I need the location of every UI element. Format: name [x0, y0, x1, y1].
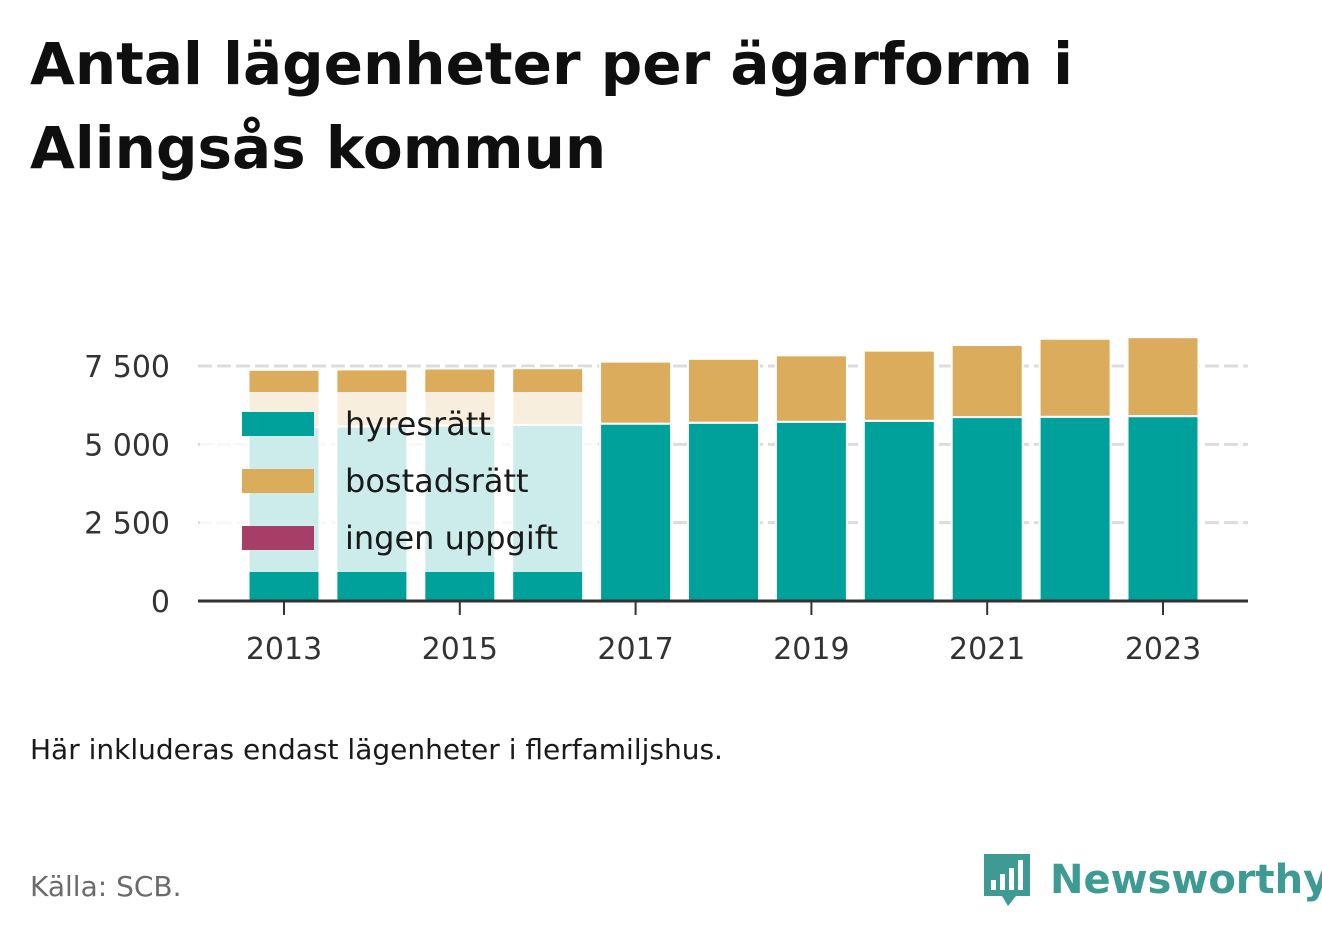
legend-swatch — [242, 469, 314, 493]
y-tick-label: 5 000 — [84, 428, 170, 463]
bar-segment-hyresratt — [687, 421, 760, 603]
bar-segment-bostadsratt — [862, 349, 936, 422]
stacked-bar-chart: 0 2 500 5 000 7 500 2013 2015 2017 2019 2021 202… — [84, 336, 1248, 667]
bar-segment-bostadsratt — [687, 357, 760, 424]
newsworthy-chart-bubble-icon — [984, 854, 1030, 906]
bar-segment-hyresratt — [1038, 415, 1112, 603]
legend-swatch — [242, 526, 314, 550]
bar-segment-bostadsratt — [950, 344, 1024, 419]
y-tick-label: 0 — [151, 585, 170, 620]
x-axis: 2013 2015 2017 2019 2021 2023 — [198, 599, 1248, 667]
legend: hyresrätt bostadsrätt ingen uppgift — [200, 392, 598, 572]
legend-swatch — [242, 412, 314, 436]
bar-segment-bostadsratt — [774, 354, 848, 423]
brand-name: Newsworthy — [1050, 857, 1322, 903]
x-tick-label: 2023 — [1125, 632, 1201, 667]
bar-segment-hyresratt — [950, 416, 1024, 602]
x-tick-label: 2019 — [773, 632, 849, 667]
source-text: Källa: SCB. — [30, 870, 182, 903]
bar-segment-hyresratt — [774, 420, 848, 603]
brand-logo: Newsworthy — [980, 850, 1322, 910]
bar-segment-bostadsratt — [1126, 336, 1200, 418]
bar-segment-bostadsratt — [1038, 337, 1112, 418]
bar-segment-bostadsratt — [599, 360, 673, 425]
chart-note: Här inkluderas endast lägenheter i flerf… — [30, 733, 723, 766]
bar-segment-hyresratt — [599, 422, 673, 602]
bar-segment-hyresratt — [1126, 415, 1200, 602]
y-tick-label: 2 500 — [84, 507, 170, 542]
x-tick-label: 2021 — [949, 632, 1025, 667]
legend-label: hyresrätt — [345, 405, 491, 443]
bar-segment-hyresratt — [862, 419, 936, 603]
y-tick-label: 7 500 — [84, 350, 170, 385]
chart-title: Antal lägenheter per ägarform i Alingsås… — [30, 30, 1074, 182]
x-tick-label: 2013 — [246, 632, 322, 667]
x-tick-label: 2017 — [597, 632, 673, 667]
y-axis: 0 2 500 5 000 7 500 — [84, 350, 170, 620]
x-tick-label: 2015 — [422, 632, 498, 667]
legend-label: bostadsrätt — [345, 462, 529, 500]
legend-label: ingen uppgift — [345, 519, 558, 557]
